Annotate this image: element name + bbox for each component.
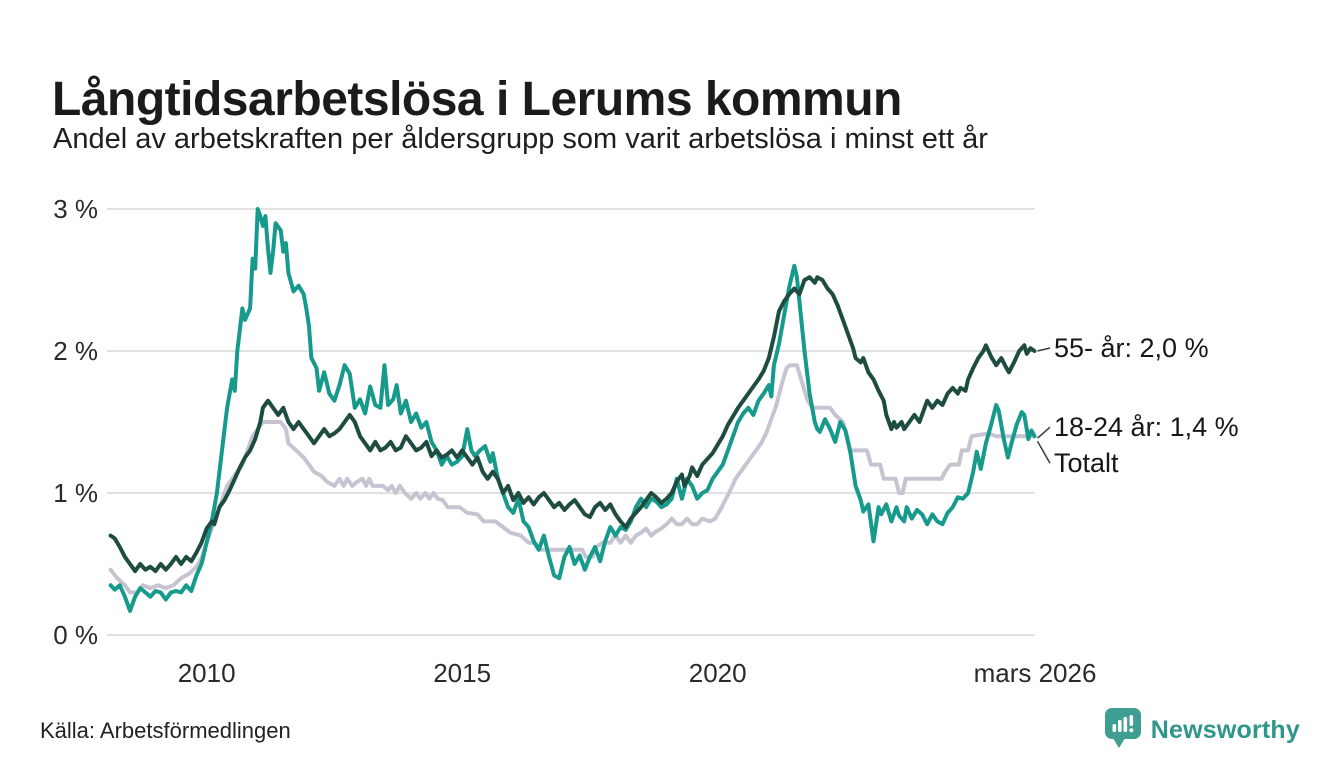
y-tick-label: 1 % (53, 478, 98, 508)
series-line-18-24-r (108, 207, 1037, 613)
x-tick-label: 2010 (177, 658, 236, 688)
newsworthy-wordmark: Newsworthy (1150, 715, 1300, 744)
source-note: Källa: Arbetsförmedlingen (40, 718, 291, 743)
y-tick-label: 3 % (53, 194, 98, 224)
x-tick-label: 2015 (433, 658, 492, 688)
x-tick-label: 2020 (688, 658, 747, 688)
series-label-totalt: Totalt (1054, 448, 1119, 479)
y-tick-label: 0 % (53, 620, 98, 650)
newsworthy-logo[interactable]: Newsworthy (1104, 707, 1300, 754)
series-label-18-24: 18-24 år: 1,4 % (1054, 412, 1239, 443)
series-label-55: 55- år: 2,0 % (1054, 333, 1209, 363)
y-tick-label: 2 % (53, 336, 98, 366)
label-connector (1036, 440, 1051, 464)
page-subtitle: Andel av arbetskraften per åldersgrupp s… (53, 123, 988, 155)
label-connector (1036, 426, 1051, 439)
label-connector (1037, 347, 1051, 352)
newsworthy-chart-bubble-icon (1104, 707, 1142, 754)
series-line-55-r (108, 275, 1037, 574)
page-title: Långtidsarbetslösa i Lerums kommun (52, 73, 902, 127)
x-tick-label: mars 2026 (973, 658, 1097, 688)
